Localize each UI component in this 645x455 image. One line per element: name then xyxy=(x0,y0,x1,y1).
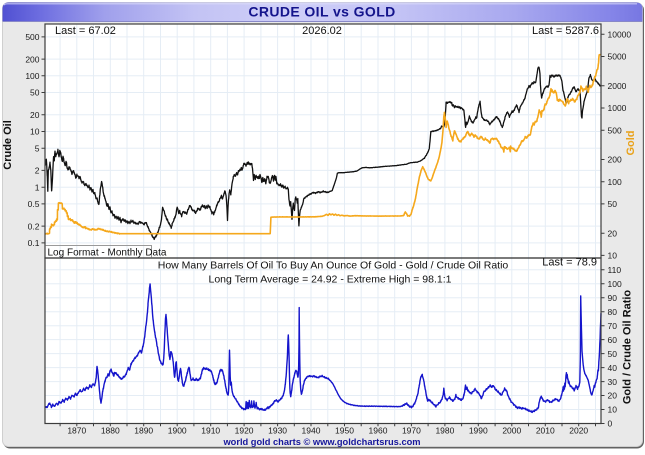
svg-text:100: 100 xyxy=(608,279,622,289)
svg-text:80: 80 xyxy=(608,307,618,317)
svg-text:0.5: 0.5 xyxy=(28,199,40,209)
svg-text:20: 20 xyxy=(608,391,618,401)
svg-text:0.1: 0.1 xyxy=(28,238,40,248)
svg-text:5000: 5000 xyxy=(608,52,627,62)
svg-text:world gold charts © www.goldch: world gold charts © www.goldchartsrus.co… xyxy=(222,437,420,447)
svg-text:10: 10 xyxy=(608,251,618,261)
svg-text:1870: 1870 xyxy=(67,426,86,436)
svg-text:70: 70 xyxy=(608,321,618,331)
svg-text:1910: 1910 xyxy=(201,426,220,436)
svg-text:1960: 1960 xyxy=(369,426,388,436)
svg-text:1890: 1890 xyxy=(134,426,153,436)
svg-text:CRUDE OIL vs GOLD: CRUDE OIL vs GOLD xyxy=(248,4,395,20)
svg-text:1: 1 xyxy=(35,182,40,192)
svg-text:1900: 1900 xyxy=(168,426,187,436)
svg-text:Last = 67.02: Last = 67.02 xyxy=(55,25,116,37)
svg-text:60: 60 xyxy=(608,335,618,345)
svg-text:1000: 1000 xyxy=(608,103,627,113)
svg-text:1980: 1980 xyxy=(435,426,454,436)
svg-text:2020: 2020 xyxy=(569,426,588,436)
svg-text:90: 90 xyxy=(608,293,618,303)
svg-text:50: 50 xyxy=(608,349,618,359)
svg-text:20: 20 xyxy=(608,228,618,238)
svg-text:2000: 2000 xyxy=(502,426,521,436)
svg-text:Gold / Crude Oil Ratio: Gold / Crude Oil Ratio xyxy=(622,290,634,405)
svg-text:10: 10 xyxy=(608,405,618,415)
svg-text:200: 200 xyxy=(25,54,39,64)
svg-text:10000: 10000 xyxy=(608,30,632,40)
svg-text:Last = 78.9: Last = 78.9 xyxy=(542,256,597,268)
svg-text:100: 100 xyxy=(25,71,39,81)
svg-text:500: 500 xyxy=(608,125,622,135)
svg-text:Gold: Gold xyxy=(625,130,637,155)
svg-text:2: 2 xyxy=(35,166,40,176)
svg-text:1880: 1880 xyxy=(101,426,120,436)
svg-text:1990: 1990 xyxy=(469,426,488,436)
svg-text:20: 20 xyxy=(30,110,40,120)
svg-text:0.2: 0.2 xyxy=(28,221,40,231)
svg-text:Crude Oil: Crude Oil xyxy=(2,120,14,170)
svg-text:2000: 2000 xyxy=(608,81,627,91)
svg-text:200: 200 xyxy=(608,155,622,165)
svg-text:Long Term Average = 24.92 - Ex: Long Term Average = 24.92 - Extreme High… xyxy=(208,274,451,286)
svg-text:10: 10 xyxy=(30,127,40,137)
svg-text:5: 5 xyxy=(35,143,40,153)
svg-text:50: 50 xyxy=(30,88,40,98)
svg-text:500: 500 xyxy=(25,32,39,42)
svg-text:How Many Barrels Of Oil To Buy: How Many Barrels Of Oil To Buy An Ounce … xyxy=(158,259,509,271)
svg-text:1940: 1940 xyxy=(302,426,321,436)
svg-text:1970: 1970 xyxy=(402,426,421,436)
svg-text:1920: 1920 xyxy=(235,426,254,436)
svg-text:110: 110 xyxy=(608,265,622,275)
svg-text:Last = 5287.6: Last = 5287.6 xyxy=(532,25,599,37)
svg-text:Log Format - Monthly Data: Log Format - Monthly Data xyxy=(48,247,167,258)
svg-text:0: 0 xyxy=(608,419,613,429)
svg-text:1950: 1950 xyxy=(335,426,354,436)
svg-text:2010: 2010 xyxy=(536,426,555,436)
svg-text:1930: 1930 xyxy=(268,426,287,436)
svg-text:50: 50 xyxy=(608,199,618,209)
svg-text:100: 100 xyxy=(608,177,622,187)
svg-text:2026.02: 2026.02 xyxy=(302,25,342,37)
svg-text:30: 30 xyxy=(608,377,618,387)
svg-text:40: 40 xyxy=(608,363,618,373)
